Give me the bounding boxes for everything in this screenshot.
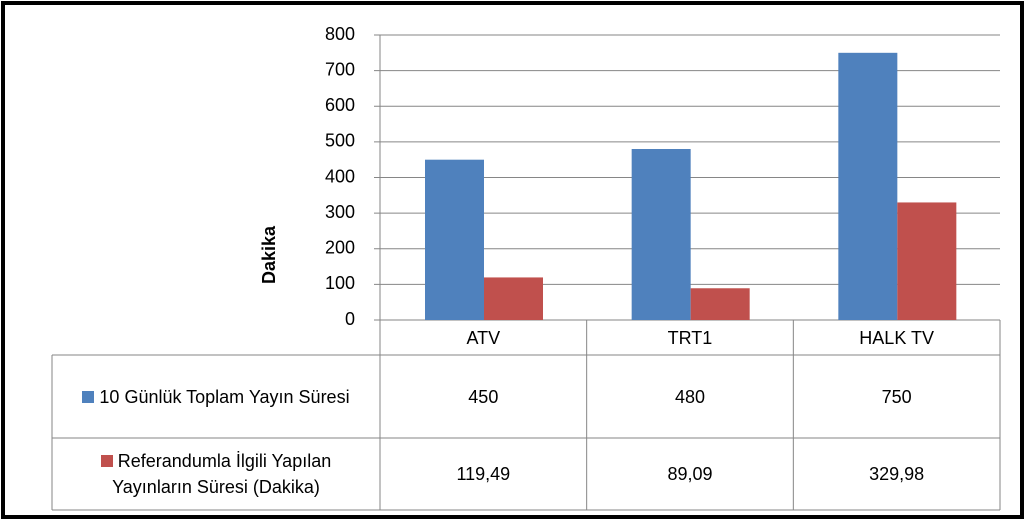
legend-key <box>100 455 113 467</box>
y-tick-label: 0 <box>345 309 355 329</box>
y-tick-label: 600 <box>325 95 355 115</box>
legend-key <box>82 390 95 403</box>
y-tick-label: 700 <box>325 59 355 79</box>
table-value: 89,09 <box>667 464 713 484</box>
legend-label: Referandumla İlgili Yapılan Yayınların S… <box>112 451 332 497</box>
table-value: 480 <box>674 386 705 407</box>
bar <box>631 149 691 320</box>
legend-label: 10 Günlük Toplam Yayın Süresi <box>99 386 350 407</box>
table-value: 450 <box>468 386 499 407</box>
category-label: TRT1 <box>667 327 713 348</box>
table-value: 750 <box>881 386 912 407</box>
y-tick-label: 500 <box>325 131 355 151</box>
bar <box>690 288 750 320</box>
category-label: ATV <box>466 327 501 348</box>
y-tick-label: 200 <box>325 238 355 258</box>
legend-entry: Referandumla İlgili Yapılan Yayınların S… <box>52 438 380 510</box>
y-tick-label: 400 <box>325 166 355 186</box>
y-tick-label: 300 <box>325 202 355 222</box>
y-axis-label: Dakika <box>259 225 279 284</box>
bar <box>838 52 898 320</box>
table-value: 329,98 <box>869 464 925 484</box>
category-label: HALK TV <box>859 327 934 348</box>
bar <box>897 202 957 320</box>
y-tick-label: 800 <box>325 24 355 44</box>
legend-entry: 10 Günlük Toplam Yayın Süresi <box>52 355 380 438</box>
y-tick-label: 100 <box>325 273 355 293</box>
bar <box>484 277 543 320</box>
bar <box>425 159 484 320</box>
table-value: 119,49 <box>456 464 511 484</box>
